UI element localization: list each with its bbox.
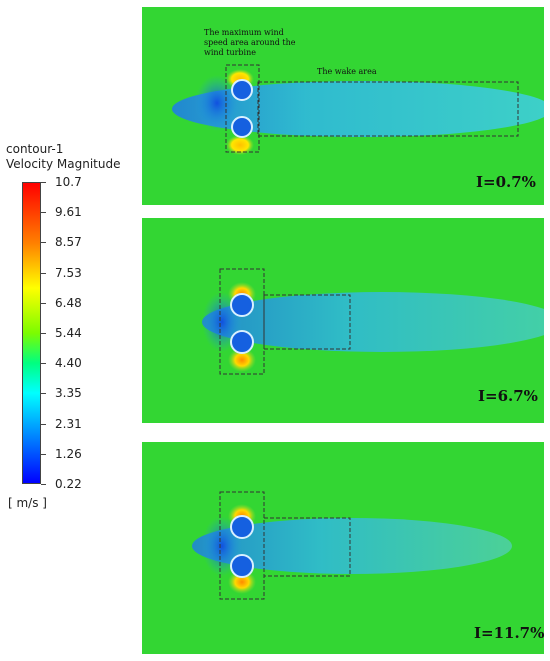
wake-box: [257, 81, 519, 137]
scale-tick-label: 4.40: [55, 356, 82, 371]
case-label-1: I=0.7%: [476, 173, 536, 191]
legend-title-line1: contour-1: [6, 142, 64, 156]
annotation-max-line2: speed area around the: [204, 38, 296, 47]
scale-tick-mark: [41, 272, 46, 274]
case-label-2: I=6.7%: [478, 387, 538, 405]
scale-tick-label: 2.31: [55, 416, 82, 431]
wake-box: [263, 294, 351, 350]
contour-plot-3: I=11.7%: [142, 442, 544, 654]
scale-tick-label: 0.22: [55, 477, 82, 491]
scale-tick-mark: [41, 423, 46, 425]
scale-tick-mark: [41, 363, 46, 365]
scale-tick-label: 7.53: [55, 265, 82, 280]
color-scale-bar: [22, 182, 41, 484]
contour-panel-3: I=11.7%: [142, 442, 544, 654]
turbine-rotor-bottom: [231, 116, 253, 138]
upstream-low-speed: [195, 75, 239, 131]
scale-tick-mark: [41, 182, 46, 183]
wake-region: [172, 81, 544, 137]
turbine-rotor-top: [230, 293, 254, 317]
scale-tick-label: 10.7: [55, 175, 82, 189]
legend-title: contour-1 Velocity Magnitude: [6, 142, 120, 172]
contour-panel-1: The maximum wind speed area around the w…: [142, 7, 544, 205]
scale-tick-label: 9.61: [55, 205, 82, 220]
wake-box: [263, 517, 351, 577]
scale-tick-mark: [41, 242, 46, 244]
scale-tick-label: 8.57: [55, 235, 82, 250]
scale-tick-label: 1.26: [55, 446, 82, 461]
contour-plot-1: The maximum wind speed area around the w…: [142, 7, 544, 205]
scale-tick-label: 3.35: [55, 386, 82, 401]
turbine-rotor-bottom: [230, 330, 254, 354]
case-label-3: I=11.7%: [474, 624, 544, 642]
scale-tick-label: 5.44: [55, 326, 82, 340]
contour-panel-2: I=6.7%: [142, 218, 544, 423]
scale-tick-mark: [41, 212, 46, 214]
high-speed-zone-bottom: [226, 135, 254, 155]
legend-title-line2: Velocity Magnitude: [6, 157, 121, 171]
turbine-rotor-top: [231, 79, 253, 101]
contour-plot-2: I=6.7%: [142, 218, 544, 423]
legend-unit: [ m/s ]: [8, 496, 47, 510]
scale-tick-mark: [41, 302, 46, 304]
annotation-max-line3: wind turbine: [204, 48, 256, 57]
high-speed-zone-bottom: [228, 570, 256, 594]
scale-tick-label: 6.48: [55, 295, 82, 310]
annotation-max-line1: The maximum wind: [204, 28, 284, 37]
wake-region: [202, 292, 544, 352]
scale-tick-mark: [41, 484, 46, 485]
annotation-wake: The wake area: [317, 67, 377, 76]
turbine-rotor-bottom: [230, 554, 254, 578]
wake-region: [192, 518, 512, 574]
scale-tick-mark: [41, 453, 46, 455]
scale-tick-mark: [41, 333, 46, 334]
scale-tick-mark: [41, 393, 46, 395]
turbine-rotor-top: [230, 515, 254, 539]
high-speed-zone-bottom: [228, 348, 256, 372]
